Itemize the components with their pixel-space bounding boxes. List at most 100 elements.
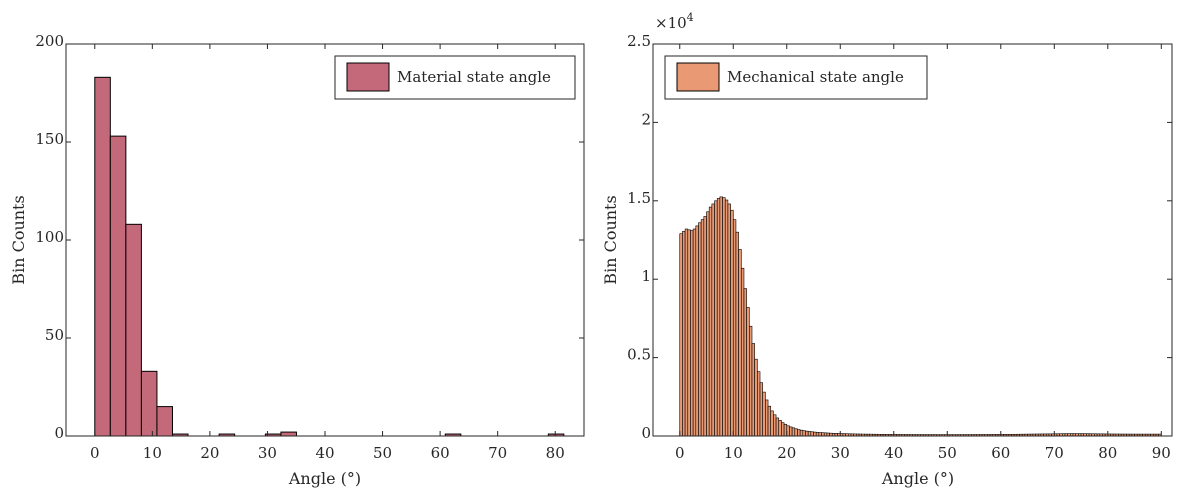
bar [732, 219, 737, 437]
bar [698, 222, 702, 437]
bar [156, 406, 173, 437]
material-legend-label: Material state angle [397, 68, 551, 86]
bar [724, 199, 729, 437]
bar [759, 382, 763, 437]
x-tick-label: 90 [1152, 444, 1171, 462]
y-tick-label: 0 [641, 424, 651, 442]
bar [751, 343, 755, 437]
x-tick-label: 0 [675, 444, 685, 462]
bar [703, 216, 707, 437]
bar [805, 430, 809, 437]
x-tick-label: 80 [1098, 444, 1117, 462]
bar [94, 76, 111, 437]
bar [727, 203, 731, 437]
y-tick-label: 2 [641, 110, 651, 128]
x-tick-label: 30 [258, 444, 277, 462]
y-tick-label: 1.5 [627, 189, 651, 207]
bar [692, 228, 697, 437]
bar [767, 405, 772, 437]
bar [749, 325, 753, 437]
bar [762, 391, 766, 437]
material-y-label: Bin Counts [9, 195, 28, 284]
bar [708, 206, 713, 437]
bar [687, 229, 691, 437]
bar [770, 410, 774, 437]
mechanical-x-ticks: 0 10 20 30 40 50 60 70 80 90 [675, 44, 1171, 462]
bar [740, 267, 745, 437]
bar [791, 427, 796, 437]
mechanical-y-ticks: 0 0.5 1 1.5 2 2.5 [627, 32, 1172, 442]
bar [735, 231, 739, 437]
bar [700, 219, 705, 437]
bar [679, 233, 683, 437]
bar [690, 230, 694, 437]
mechanical-angle-histogram: 0 10 20 30 40 50 60 70 80 90 0 0.5 1 1.5 2 2.5 Angle (… [601, 11, 1173, 488]
y-tick-label: 200 [35, 32, 64, 50]
mechanical-legend: Mechanical state angle [664, 55, 928, 100]
mechanical-x-label: Angle (°) [881, 469, 954, 488]
bar [280, 431, 297, 437]
bar [719, 196, 723, 437]
bar [125, 223, 142, 437]
bar [802, 430, 806, 437]
material-angle-histogram: 0 10 20 30 40 50 60 70 80 0 50 100 150 200 Angle (°)… [9, 32, 585, 488]
bar [781, 422, 785, 437]
x-tick-label: 30 [831, 444, 850, 462]
x-tick-label: 10 [143, 444, 162, 462]
x-tick-label: 20 [200, 444, 219, 462]
material-legend-swatch [346, 62, 390, 92]
bar [807, 431, 812, 437]
mechanical-legend-label: Mechanical state angle [727, 68, 904, 86]
x-tick-label: 60 [431, 444, 450, 462]
bar [711, 203, 715, 437]
bar [757, 371, 761, 437]
bar [684, 228, 689, 437]
x-tick-label: 70 [1045, 444, 1064, 462]
x-tick-label: 10 [724, 444, 743, 462]
x-tick-label: 40 [315, 444, 334, 462]
bar [706, 211, 710, 437]
x-tick-label: 20 [777, 444, 796, 462]
bar [778, 420, 782, 437]
bar [743, 288, 747, 437]
bar [789, 426, 793, 437]
bar [765, 399, 769, 437]
material-bars [94, 76, 565, 437]
x-tick-label: 80 [546, 444, 565, 462]
bar [799, 429, 804, 437]
x-tick-label: 60 [991, 444, 1010, 462]
bar [773, 414, 777, 437]
y-tick-label: 2.5 [627, 32, 651, 50]
bar [746, 307, 750, 437]
bar [813, 431, 817, 437]
y-tick-label: 150 [35, 130, 64, 148]
bar [810, 431, 814, 437]
bar [730, 209, 734, 437]
bar [716, 198, 721, 437]
bar [754, 358, 758, 437]
bar [818, 432, 822, 437]
material-legend: Material state angle [334, 55, 576, 100]
x-tick-label: 50 [373, 444, 392, 462]
material-x-ticks: 0 10 20 30 40 50 60 70 80 [90, 44, 565, 462]
bar [140, 370, 158, 437]
x-tick-label: 70 [488, 444, 507, 462]
bar [775, 417, 780, 437]
mechanical-y-label: Bin Counts [601, 195, 620, 284]
bar [714, 200, 718, 437]
y-tick-label: 0 [54, 424, 64, 442]
x-tick-label: 50 [938, 444, 957, 462]
bar [695, 225, 699, 437]
mechanical-axes-box [652, 43, 1173, 437]
bar [722, 197, 726, 437]
y-tick-label: 0.5 [627, 346, 651, 364]
x-tick-label: 0 [90, 444, 100, 462]
y-tick-label: 50 [45, 326, 64, 344]
bar [738, 249, 742, 437]
bar [794, 428, 798, 437]
bar [109, 135, 127, 437]
mechanical-y-exponent: ×104 [655, 11, 694, 32]
y-tick-label: 1 [641, 267, 651, 285]
mechanical-bars [679, 196, 1162, 437]
